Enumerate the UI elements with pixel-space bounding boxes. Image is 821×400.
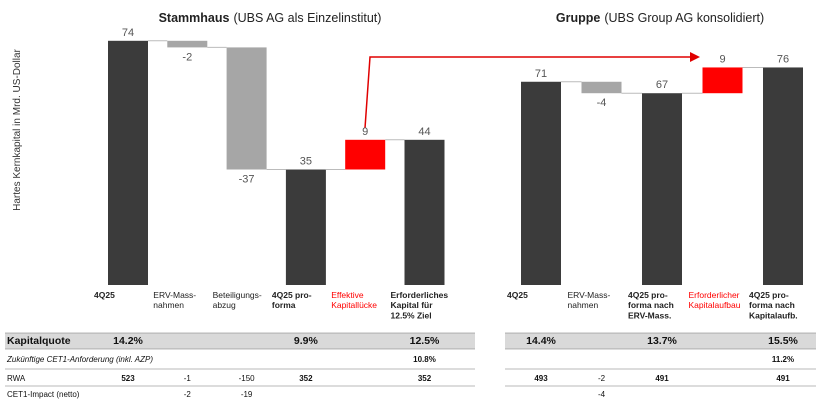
value-label: 76 [777,53,789,65]
table-cell: 493 [534,374,548,383]
table-cell: 9.9% [294,335,319,347]
category-label: ERV-Mass-nahmen [153,290,196,310]
y-axis-label: Hartes Kernkapital in Mrd. US-Dollar [12,48,23,210]
arrow [364,56,692,129]
table-cell: -4 [598,390,606,399]
table-cell: 12.5% [410,335,440,347]
category-label: Erforderliches Kapital für 12.5% Ziel [391,290,449,320]
table-lines [5,332,816,387]
row-label: Kapitalquote [7,335,71,347]
table-cell: -2 [184,390,192,399]
row-band [5,333,475,349]
value-label: -37 [239,174,255,186]
value-label: -4 [597,97,607,109]
category-label: Beteiligungs-abzug [213,290,262,310]
table-cell: 15.5% [768,335,798,347]
bar [642,93,682,286]
table-cell: -1 [184,374,192,383]
bar [702,67,743,94]
table-cell: 523 [121,374,135,383]
category-label: Effektive Kapitallücke [331,290,377,310]
arrow-head [690,52,700,62]
category-label: ERV-Mass-nahmen [568,290,611,310]
table-cell: 352 [299,374,313,383]
category-label: 4Q25 [94,290,115,300]
table-cell: -19 [241,390,253,399]
value-label: 35 [300,156,312,168]
category-label: 4Q25 [507,290,528,300]
row-label: Zukünftige CET1-Anforderung (inkl. AZP) [6,355,153,364]
title-bold: Stammhaus [159,11,230,25]
category-label: Erforderlicher Kapitalaufbau [689,290,741,310]
table-cell: 13.7% [647,335,677,347]
value-label: 44 [418,126,430,138]
bar [285,169,326,285]
table-cell: 14.4% [526,335,556,347]
value-label: 71 [535,68,547,80]
bar [404,139,445,285]
row-band [505,333,816,349]
table-cell: 11.2% [772,355,794,364]
table-cell: 352 [418,374,432,383]
bar [108,40,148,285]
value-label: 9 [719,53,725,65]
value-label: 9 [362,126,368,138]
bar [345,139,386,170]
chart-title: Stammhaus (UBS AG als Einzelinstitut) [159,11,382,25]
title-text: (UBS Group AG konsolidiert) [604,11,764,25]
table-cell: -150 [239,374,256,383]
value-label: 74 [122,27,134,39]
bar [226,47,267,170]
table-cell: -2 [598,374,606,383]
value-label: -2 [182,51,192,63]
table-cell: 491 [655,374,669,383]
title-bold: Gruppe [556,11,600,25]
bar [521,81,561,285]
row-label: CET1-Impact (netto) [7,390,80,399]
table-cell: 14.2% [113,335,143,347]
row-label: RWA [7,374,26,383]
category-label: 4Q25 pro-forma nach ERV-Mass. [628,290,674,320]
title-text: (UBS AG als Einzelinstitut) [233,11,381,25]
value-label: 67 [656,79,668,91]
chart-title: Gruppe (UBS Group AG konsolidiert) [556,11,764,25]
category-label: 4Q25 pro-forma [272,290,312,310]
table-cell: 10.8% [413,355,436,364]
bar [581,81,622,94]
bar [167,40,208,48]
category-label: 4Q25 pro-forma nach Kapitalaufb. [749,290,798,320]
bar [763,67,803,285]
table-cell: 491 [776,374,790,383]
